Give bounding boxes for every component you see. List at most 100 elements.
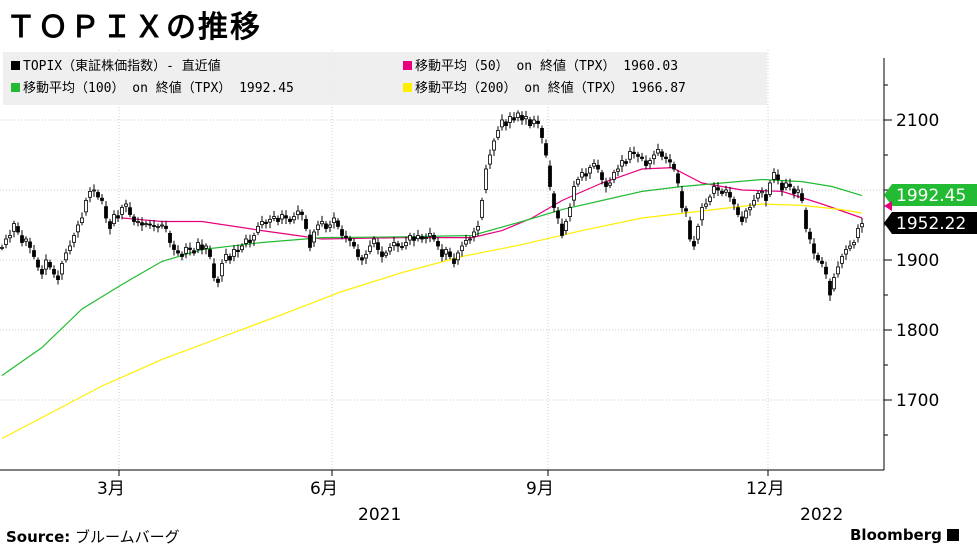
x-tick-label-2: 9月 — [526, 479, 554, 499]
candle-body — [328, 224, 332, 228]
candle-body — [620, 160, 624, 167]
candle-body — [16, 226, 20, 233]
candle-body — [468, 238, 472, 241]
candle-body — [216, 278, 220, 283]
candle-body — [280, 214, 284, 220]
candle-body — [636, 154, 640, 157]
candle-body — [652, 154, 656, 160]
candle-body — [664, 156, 668, 159]
candle-body — [240, 245, 244, 251]
candle-body — [60, 263, 64, 275]
candle-body — [192, 250, 196, 254]
legend-label-ma50: 移動平均（50） on 終値（TPX） 1960.03 — [415, 59, 679, 74]
candle-body — [356, 249, 360, 257]
candle-body — [552, 193, 556, 208]
candle-body — [288, 218, 292, 222]
candle-body — [584, 173, 588, 177]
candle-body — [124, 203, 128, 207]
candle-body — [752, 200, 756, 206]
candle-body — [260, 221, 264, 226]
candle-body — [276, 217, 280, 222]
candle-body — [828, 280, 832, 296]
candle-body — [292, 216, 296, 221]
candle-body — [792, 188, 796, 194]
candle-body — [780, 182, 784, 191]
candle-body — [272, 216, 276, 219]
candle-body — [776, 174, 780, 180]
brand-name: Bloomberg — [850, 526, 942, 544]
candle-body — [424, 237, 428, 240]
candle-body — [660, 151, 664, 157]
candle-body — [256, 225, 260, 233]
candle-body — [708, 196, 712, 202]
candle-body — [364, 253, 368, 259]
candle-body — [460, 245, 464, 251]
candle-body — [612, 172, 616, 180]
candle-body — [760, 190, 764, 194]
candle-body — [728, 192, 732, 198]
candle-body — [824, 266, 828, 275]
candle-body — [380, 251, 384, 257]
y-tick-label-1800: 1800 — [896, 321, 939, 341]
candle-body — [512, 117, 516, 121]
legend-item-ma200: 移動平均（200） on 終値（TPX） 1966.87 — [403, 78, 686, 100]
candle-body — [480, 200, 484, 218]
candle-body — [684, 208, 688, 212]
candle-body — [632, 151, 636, 155]
candle-body — [392, 242, 396, 247]
candle-body — [476, 225, 480, 231]
candle-body — [252, 235, 256, 241]
candle-body — [740, 216, 744, 222]
candle-body — [656, 148, 660, 154]
candle-body — [700, 207, 704, 221]
candle-body — [340, 229, 344, 236]
candle-body — [516, 112, 520, 118]
candle-body — [284, 215, 288, 219]
legend-label-ma100: 移動平均（100） on 終値（TPX） 1992.45 — [23, 81, 294, 96]
candle-body — [544, 143, 548, 156]
candle-body — [580, 172, 584, 178]
candle-body — [176, 250, 180, 254]
legend-item-topix: TOPIX（東証株価指数）- 直近値 — [11, 56, 221, 78]
candle-body — [224, 253, 228, 261]
candle-body — [188, 247, 192, 250]
candle-body — [156, 225, 160, 228]
candle-body — [572, 186, 576, 201]
candle-body — [444, 249, 448, 255]
candle-body — [432, 234, 436, 240]
candle-body — [836, 266, 840, 275]
candle-body — [812, 243, 816, 254]
candle-body — [360, 257, 364, 261]
candle-body — [712, 186, 716, 194]
candle-body — [164, 225, 168, 229]
candle-body — [816, 255, 820, 261]
candle-body — [616, 168, 620, 172]
candle-body — [764, 194, 768, 201]
last-value-box-0 — [884, 184, 977, 206]
candle-body — [100, 197, 104, 201]
candle-body — [344, 235, 348, 239]
legend-swatch-ma200 — [403, 83, 412, 92]
candle-body — [688, 220, 692, 240]
legend-swatch-topix — [11, 61, 20, 70]
candle-body — [472, 231, 476, 237]
candle-body — [212, 263, 216, 278]
candle-body — [564, 221, 568, 232]
candle-body — [56, 275, 60, 280]
candle-body — [448, 251, 452, 257]
candle-body — [800, 193, 804, 201]
candle-body — [588, 167, 592, 174]
candle-body — [492, 140, 496, 151]
candle-body — [500, 119, 504, 128]
candle-body — [0, 246, 4, 249]
candle-body — [428, 232, 432, 237]
candle-body — [148, 223, 152, 226]
candle-body — [624, 161, 628, 164]
candle-body — [12, 223, 16, 232]
candle-body — [268, 218, 272, 223]
candle-body — [464, 239, 468, 245]
candle-body — [488, 154, 492, 165]
candle-body — [80, 217, 84, 223]
candle-body — [208, 249, 212, 257]
candle-body — [736, 207, 740, 215]
